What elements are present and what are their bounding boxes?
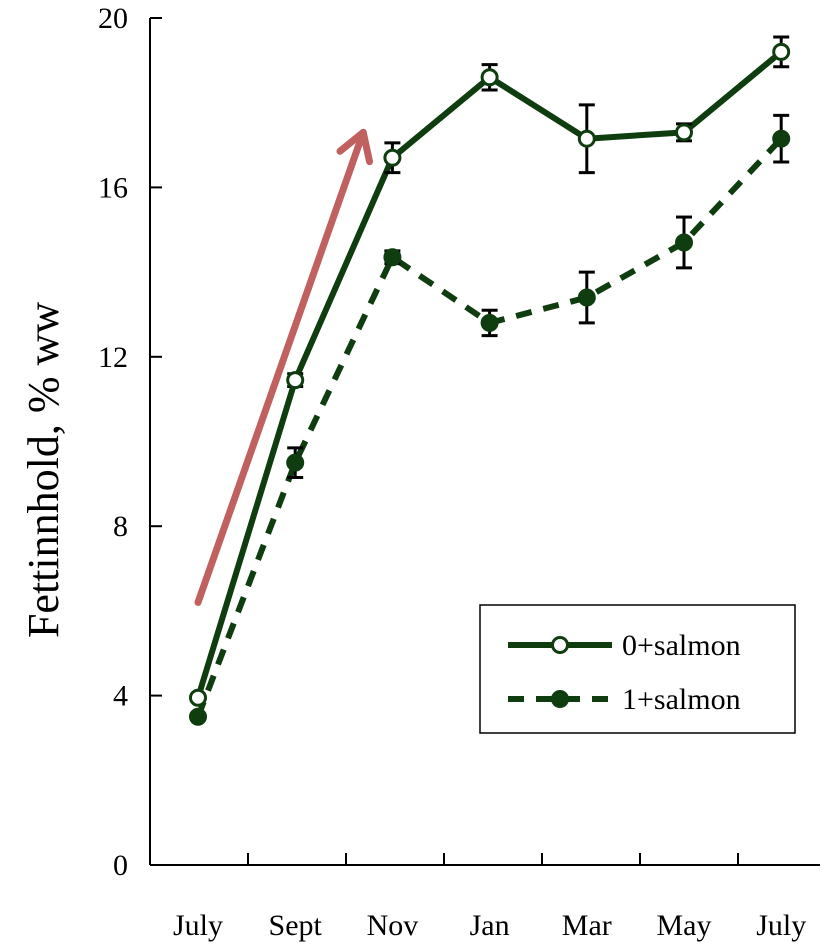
legend: 0+salmon 1+salmon <box>479 604 796 734</box>
data-point <box>286 371 305 390</box>
y-tick-label: 12 <box>98 341 128 374</box>
series-line <box>195 49 784 699</box>
data-point <box>577 288 596 307</box>
legend-marker <box>551 690 569 708</box>
y-tick-label: 4 <box>113 680 128 713</box>
arrow-head <box>336 128 374 166</box>
data-point <box>480 68 499 87</box>
data-point <box>189 688 207 707</box>
data-point <box>772 42 791 61</box>
x-tick-label: Jan <box>470 909 510 942</box>
data-point <box>577 129 596 148</box>
x-tick-label: Nov <box>367 909 419 942</box>
series-0+salmon <box>189 35 791 707</box>
legend-label: 0+salmon <box>622 629 741 662</box>
x-tick-label: Mar <box>562 909 612 942</box>
data-point <box>772 129 791 148</box>
data-point <box>189 707 207 726</box>
data-point <box>286 453 305 472</box>
y-tick-label: 20 <box>98 2 128 35</box>
y-tick-label: 8 <box>113 510 128 543</box>
series-layer <box>189 35 791 726</box>
axes: 0 4 8 12 16 20 July Sept Nov Jan Mar May July Fettinn… <box>19 2 820 942</box>
y-tick-label: 0 <box>113 849 128 882</box>
legend-box <box>479 604 796 734</box>
x-tick-label: May <box>657 909 712 942</box>
data-point <box>480 313 499 332</box>
x-tick-label: Sept <box>269 909 323 942</box>
y-axis-title: Fettinnhold, % ww <box>19 302 68 638</box>
data-point <box>383 148 402 167</box>
x-tick-label: July <box>756 909 806 942</box>
arrow-shaft <box>194 128 367 606</box>
series-1+salmon <box>189 113 791 726</box>
y-tick-label: 16 <box>98 171 128 204</box>
legend-marker <box>551 636 569 654</box>
trend-arrow-annotation <box>194 128 374 606</box>
x-tick-label: July <box>173 909 223 942</box>
data-point <box>675 123 693 142</box>
legend-label: 1+salmon <box>622 683 741 716</box>
data-point <box>675 233 693 252</box>
data-point <box>383 248 402 267</box>
